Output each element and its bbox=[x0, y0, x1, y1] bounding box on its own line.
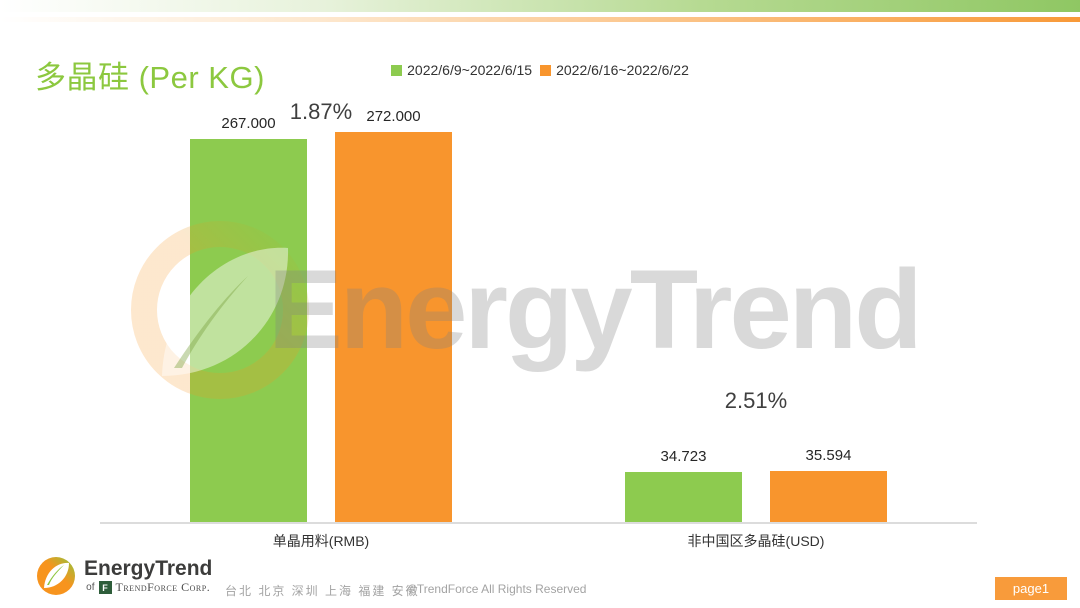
legend-swatch-icon bbox=[391, 64, 403, 76]
percent-change-label: 1.87% bbox=[289, 99, 353, 124]
bar-单晶用料(RMB)-2022/6/16~2022/6/22 bbox=[335, 132, 452, 522]
chart-legend: 2022/6/9~2022/6/15 2022/6/16~2022/6/22 bbox=[0, 62, 1080, 78]
legend-label: 2022/6/16~2022/6/22 bbox=[556, 62, 689, 78]
footer-logo: EnergyTrend of F TrendForce Corp. bbox=[36, 556, 212, 596]
footer-logo-name: EnergyTrend bbox=[84, 556, 213, 580]
bar-value-label: 272.000 bbox=[366, 108, 421, 125]
x-axis-line bbox=[100, 522, 977, 524]
footer-logo-of: of bbox=[86, 582, 95, 594]
bar-value-label: 35.594 bbox=[805, 447, 852, 464]
energytrend-leaf-icon bbox=[37, 557, 75, 595]
percent-change-label: 2.51% bbox=[724, 388, 788, 413]
page-number-badge: page1 bbox=[995, 577, 1067, 600]
top-green-gradient-bar bbox=[0, 0, 1080, 12]
footer-cities: 台北 北京 深圳 上海 福建 安徽 bbox=[225, 584, 420, 598]
category-label: 单晶用料(RMB) bbox=[272, 533, 370, 549]
bar-非中国区多晶硅(USD)-2022/6/9~2022/6/15 bbox=[625, 472, 742, 522]
footer-copyright: ©TrendForce All Rights Reserved bbox=[408, 582, 587, 596]
bar-value-label: 34.723 bbox=[660, 448, 707, 465]
footer-logo-corp: TrendForce Corp. bbox=[115, 580, 211, 595]
top-orange-gradient-line bbox=[0, 17, 1080, 22]
legend-swatch-icon bbox=[540, 64, 552, 76]
page-title: 多晶硅 (Per KG) bbox=[35, 60, 265, 95]
footer-logo-subline: of F TrendForce Corp. bbox=[86, 580, 210, 595]
category-label: 非中国区多晶硅(USD) bbox=[687, 533, 825, 549]
legend-item-1: 2022/6/16~2022/6/22 bbox=[540, 62, 689, 78]
bar-value-label: 267.000 bbox=[221, 115, 276, 132]
bar-非中国区多晶硅(USD)-2022/6/16~2022/6/22 bbox=[770, 471, 887, 522]
bar-单晶用料(RMB)-2022/6/9~2022/6/15 bbox=[190, 139, 307, 522]
trendforce-mark-icon: F bbox=[98, 581, 112, 595]
legend-item-0: 2022/6/9~2022/6/15 bbox=[391, 62, 532, 78]
legend-label: 2022/6/9~2022/6/15 bbox=[407, 62, 533, 78]
